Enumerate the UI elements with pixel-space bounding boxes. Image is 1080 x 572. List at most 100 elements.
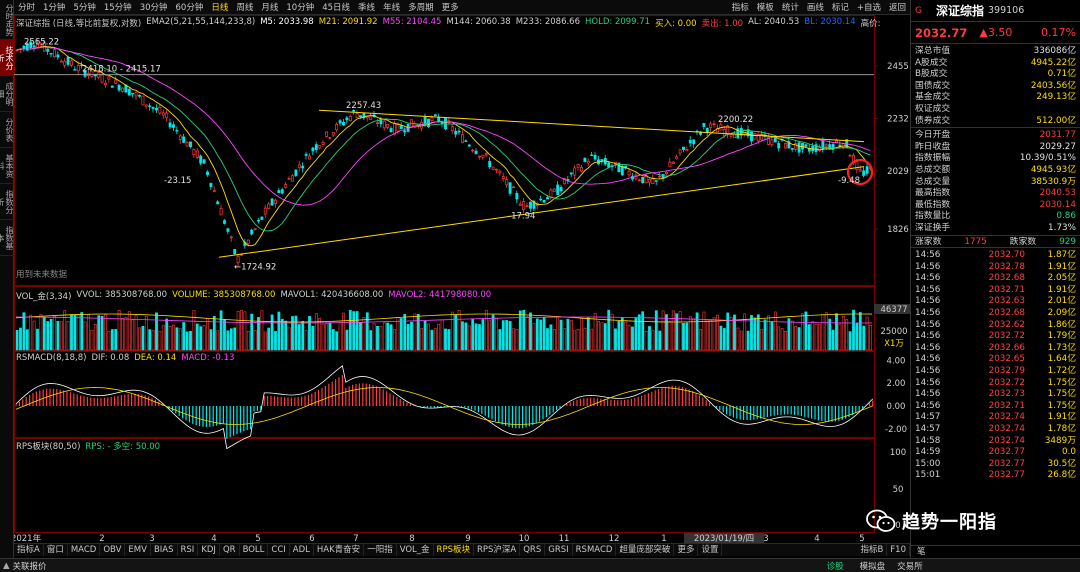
indicator-tab-15[interactable]: RPS板块	[434, 544, 474, 556]
volume-bar	[440, 319, 444, 351]
period-3[interactable]: 15分钟	[103, 3, 132, 13]
period-1[interactable]: 1分钟	[43, 3, 66, 13]
indicator-tab-2[interactable]: MACD	[68, 544, 101, 556]
indicator-tab-16[interactable]: RPS沪深A	[474, 544, 521, 556]
side-tab-4[interactable]: 基本资料	[0, 148, 14, 184]
period-8[interactable]: 月线	[261, 3, 279, 13]
candle-body	[56, 54, 60, 58]
period-13[interactable]: 多周期	[408, 3, 434, 13]
side-tab-0[interactable]: 分时走势	[0, 0, 14, 40]
candle-body	[824, 144, 828, 147]
volume-bar	[297, 324, 301, 351]
volume-bar	[376, 325, 379, 351]
tick-list[interactable]: 14:56 2032.70 1.87亿 14:56 2032.78 1.91亿 14:56 2…	[911, 248, 1080, 482]
indicator-tab-10[interactable]: CCI	[268, 544, 290, 556]
indicator-tab-0[interactable]: 指标A	[14, 544, 44, 556]
x-axis-date-badge	[684, 533, 764, 543]
volume-bar	[790, 320, 794, 351]
period-4[interactable]: 30分钟	[139, 3, 168, 13]
volume-bar	[743, 313, 747, 351]
indicator-tab-12[interactable]: HAK青奋安	[314, 544, 365, 556]
status-right-1[interactable]: 模拟盘	[859, 561, 886, 572]
indicator-tab-19[interactable]: RSMACD	[573, 544, 617, 556]
candle-body	[457, 130, 461, 133]
period-0[interactable]: 分时	[18, 3, 36, 13]
period-5[interactable]: 60分钟	[175, 3, 204, 13]
period-9[interactable]: 10分钟	[286, 3, 315, 13]
period-14[interactable]: 更多	[441, 3, 459, 13]
indicator-tab-11[interactable]: ADL	[290, 544, 314, 556]
period-10[interactable]: 45日线	[322, 3, 351, 13]
candle-body	[66, 57, 70, 65]
stat-label: 国债成交	[915, 80, 951, 91]
status-center[interactable]: 诊股	[826, 561, 844, 572]
volume-bar	[36, 328, 39, 351]
indicator-tab-9[interactable]: BOLL	[240, 544, 269, 556]
indicator-tab-3[interactable]: OBV	[100, 544, 126, 556]
candle-body	[389, 128, 393, 133]
status-arrow-icon[interactable]: ▲	[3, 560, 10, 571]
toolbar-right-2[interactable]: 统计	[781, 3, 799, 13]
period-7[interactable]: 周线	[236, 3, 254, 13]
period-6[interactable]: 日线	[211, 3, 229, 13]
volume-bar	[233, 327, 237, 351]
indicator-tab-4[interactable]: EMV	[125, 544, 151, 556]
indicator-tab-22[interactable]: 设置	[698, 544, 723, 556]
tick-time: 14:57	[915, 412, 941, 423]
indicator-tab-18[interactable]: GRSI	[545, 544, 573, 556]
tab-bi[interactable]: 笔	[917, 547, 926, 557]
tick-volume: 1.75亿	[1047, 389, 1076, 400]
indicator-tab-17[interactable]: QRS	[520, 544, 546, 556]
volume-bar	[767, 315, 770, 351]
toolbar-right-6[interactable]: 返回	[888, 3, 906, 13]
period-12[interactable]: 年线	[383, 3, 401, 13]
candle-body	[155, 107, 158, 111]
indicator-tab-20[interactable]: 超量庞部突破	[616, 544, 675, 556]
status-right-2[interactable]: 交易所	[897, 561, 923, 572]
chart-area[interactable]: 2455 2232 2029 1826 2565.22 2418.10 - 2415.17…	[14, 0, 910, 543]
legend-item: MAVOL1: 420436608.00	[280, 290, 384, 300]
indicator-tab-8[interactable]: QR	[220, 544, 240, 556]
candle-body	[29, 41, 33, 48]
tick-volume: 0.0	[1062, 447, 1076, 458]
candle-body	[335, 124, 339, 131]
volume-bar	[658, 330, 662, 351]
indicator-tab-6[interactable]: RSI	[178, 544, 199, 556]
indicator-tab-13[interactable]: 一阳指	[364, 544, 397, 556]
tick-volume: 1.72亿	[1047, 366, 1076, 377]
volume-bar	[794, 326, 798, 351]
indicator-tab-5[interactable]: BIAS	[151, 544, 178, 556]
toolbar-right-3[interactable]: 画线	[806, 3, 824, 13]
period-toolbar: 分时 1分钟 5分钟 15分钟 30分钟 60分钟 日线 周线 月线 10分钟 45日线 季线 年线 多周…	[14, 0, 910, 15]
indicator-tab-7[interactable]: KDJ	[198, 544, 220, 556]
volume-bar	[291, 316, 294, 351]
side-tab-3[interactable]: 分价表	[0, 112, 14, 148]
indicator-tab-1[interactable]: 窗口	[44, 544, 68, 556]
tick-price: 2032.66	[988, 342, 1025, 353]
legend-item: M55: 2104.45	[382, 17, 442, 27]
side-tab-1[interactable]: 技术分析	[0, 40, 14, 76]
status-left[interactable]: 关联报价	[12, 561, 47, 572]
volume-bar	[314, 313, 318, 351]
candle-body	[263, 207, 267, 215]
candle-body	[495, 168, 498, 171]
indicator-tab-21[interactable]: 更多	[674, 544, 699, 556]
toolbar-right-5[interactable]: +自选	[856, 3, 881, 13]
volume-bar	[780, 328, 784, 351]
indicator-tab-right-1[interactable]: F10	[887, 544, 910, 556]
stat-value: 512.00亿	[1036, 115, 1076, 126]
moving-average-line	[16, 45, 871, 247]
candle-body	[474, 150, 478, 155]
toolbar-right-0[interactable]: 指标	[731, 3, 749, 13]
indicator-tab-14[interactable]: VOL_金	[397, 544, 434, 556]
indicator-tab-right-0[interactable]: 指标B	[857, 544, 888, 556]
period-11[interactable]: 季线	[358, 3, 376, 13]
side-tab-2[interactable]: 成分明细	[0, 76, 14, 112]
toolbar-right-4[interactable]: 标记	[831, 3, 849, 13]
volume-bar	[240, 309, 243, 351]
side-tab-5[interactable]: 指数分析	[0, 184, 14, 220]
period-2[interactable]: 5分钟	[73, 3, 96, 13]
toolbar-right-1[interactable]: 模板	[756, 3, 774, 13]
side-tab-6[interactable]: 指数基本	[0, 220, 14, 256]
